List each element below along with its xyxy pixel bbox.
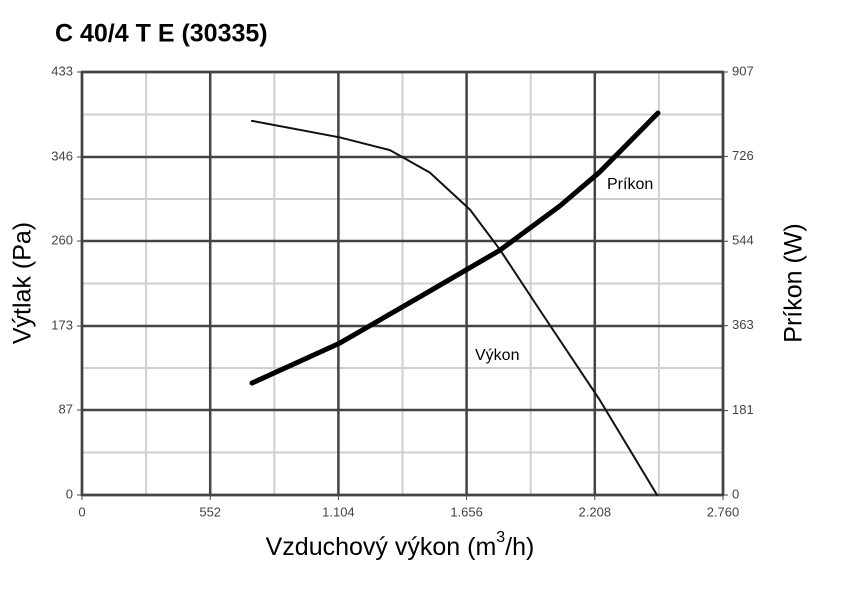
y2-tick-label: 907 bbox=[732, 63, 754, 78]
series-label: Výkon bbox=[475, 347, 519, 364]
x-tick-label: 2.760 bbox=[707, 504, 740, 519]
y2-axis-title: Príkon (W) bbox=[780, 223, 808, 342]
series-line bbox=[249, 110, 661, 386]
y-tick-label: 0 bbox=[66, 486, 73, 501]
y-axis-title: Výtlak (Pa) bbox=[9, 222, 37, 344]
y2-tick-label: 0 bbox=[732, 486, 739, 501]
y2-tick-label: 363 bbox=[732, 317, 754, 332]
x-axis-title-part: /h) bbox=[505, 533, 534, 561]
y2-tick-label: 181 bbox=[732, 402, 754, 417]
series-line bbox=[251, 119, 659, 496]
x-axis-title-part: Vzduchový výkon (m bbox=[266, 533, 497, 561]
plot-frame bbox=[80, 70, 725, 497]
y-tick-label: 346 bbox=[51, 148, 73, 163]
x-tick-label: 0 bbox=[78, 504, 85, 519]
y-tick-label: 87 bbox=[59, 401, 73, 416]
y2-tick-label: 544 bbox=[732, 233, 754, 248]
x-tick-label: 2.208 bbox=[579, 504, 612, 519]
x-axis-title-sup: 3 bbox=[496, 529, 505, 546]
y-tick-label: 173 bbox=[51, 317, 73, 332]
x-tick-label: 552 bbox=[199, 504, 221, 519]
y-tick-label: 433 bbox=[51, 63, 73, 78]
x-tick-label: 1.656 bbox=[450, 504, 483, 519]
chart-title: C 40/4 T E (30335) bbox=[55, 20, 268, 48]
series-label: Príkon bbox=[607, 176, 653, 193]
y-tick-label: 260 bbox=[51, 232, 73, 247]
x-tick-label: 1.104 bbox=[322, 504, 355, 519]
y2-tick-label: 726 bbox=[732, 148, 754, 163]
x-axis-title: Vzduchový výkon (m3/h) bbox=[266, 529, 535, 560]
